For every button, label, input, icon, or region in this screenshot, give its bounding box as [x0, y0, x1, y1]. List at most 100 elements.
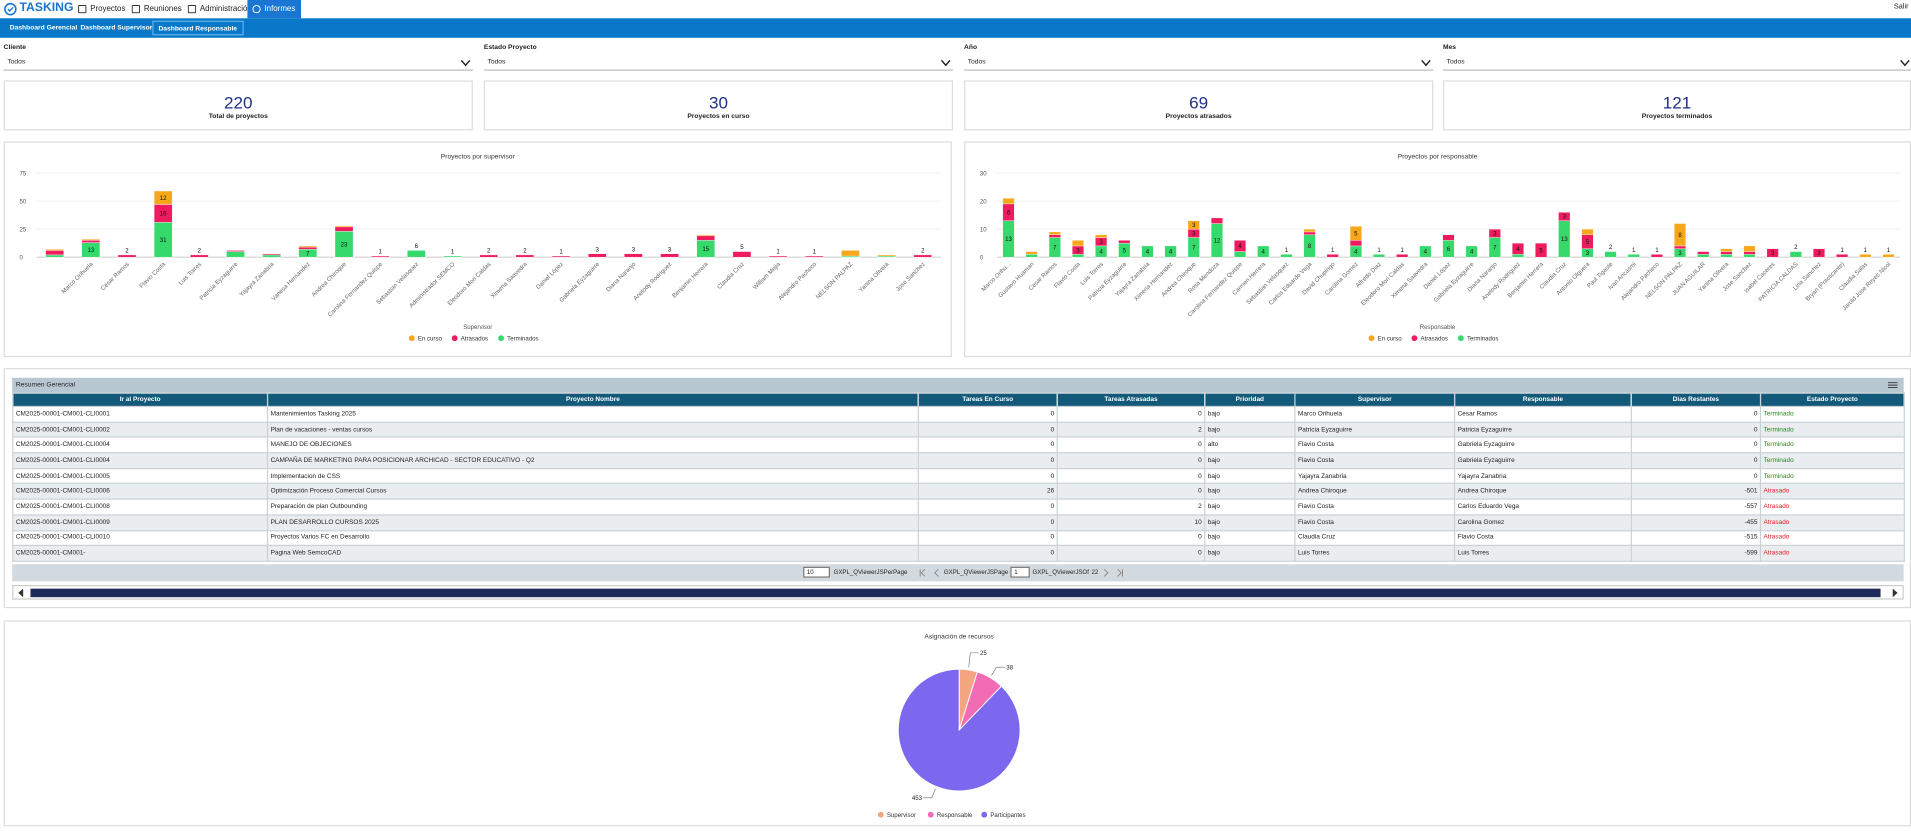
table-cell: 0: [917, 405, 1058, 423]
table-row[interactable]: CM2025-00001-CM001-CLI0010 Proyectos Vari…: [12, 529, 1905, 547]
data-label: 1: [1655, 247, 1659, 254]
bar-segment: [1419, 245, 1432, 258]
table-cell: 2: [1056, 421, 1206, 438]
filter-select[interactable]: Todos: [483, 55, 954, 71]
data-label: 2: [523, 247, 527, 254]
table-cell: 0: [1630, 405, 1762, 423]
y-tick-label: 30: [980, 171, 987, 178]
bar-segment: [1095, 234, 1108, 238]
last-page[interactable]: [1117, 568, 1124, 577]
bar-segment: [1072, 240, 1084, 247]
chart-title: Asignación de recursos: [924, 634, 994, 641]
legend-marker: [927, 811, 934, 818]
first-page[interactable]: [918, 568, 925, 577]
dashboard-tab[interactable]: Dashboard Supervisor: [80, 24, 153, 32]
scrollbar[interactable]: [12, 585, 1904, 600]
chevron: [1900, 59, 1910, 67]
data-label: 1: [379, 249, 383, 256]
table-row[interactable]: CM2025-00001-CM001-CLI0005 Implementacion…: [12, 467, 1905, 485]
table-cell: Terminado: [1759, 421, 1905, 438]
table-row[interactable]: CM2025-00001-CM001-CLI0009 PLAN DESARROLL…: [12, 514, 1905, 531]
menu-icon[interactable]: [1887, 381, 1898, 389]
filter-select[interactable]: Todos: [3, 55, 473, 71]
table-row[interactable]: CM2025-00001-CM001-CLI0001 Mantenimientos…: [12, 405, 1905, 423]
filter-select[interactable]: Todos: [1443, 55, 1911, 71]
menu-item[interactable]: Proyectos: [73, 0, 131, 18]
bar-segment: [1581, 228, 1594, 235]
bar-segment: [1187, 220, 1200, 230]
kpi-label: Proyectos en curso: [687, 113, 750, 121]
data-label: 3: [1678, 250, 1682, 257]
data-label: 5: [1354, 231, 1358, 238]
table-row[interactable]: CM2025-00001-CM001-CLI0006 Optimización P…: [12, 483, 1905, 500]
table-cell: Carolina Gomez: [1453, 514, 1632, 531]
table-cell: Terminado: [1759, 452, 1905, 469]
data-label: 15: [702, 246, 709, 253]
x-tick-label: William Mejia: [752, 260, 783, 291]
data-label: 5: [1123, 247, 1127, 254]
menu-item[interactable]: Reuniones: [127, 0, 188, 18]
data-label: 3: [1586, 250, 1590, 257]
column-header: Dias Restantes: [1630, 392, 1762, 408]
table-row[interactable]: CM2025-00001-CM001-CLI0008 Preparación de…: [12, 498, 1905, 516]
scroll-right[interactable]: [1892, 588, 1899, 598]
column-header: Ir al Proyecto: [12, 392, 269, 408]
data-label: 4: [1099, 249, 1103, 256]
chart-panel: Proyectos por supervisor 0 25 50 75 13 Marco O…: [3, 141, 952, 358]
menu-icon: [187, 4, 197, 14]
bar-segment: [732, 251, 752, 258]
table-cell: Carlos Eduardo Vega: [1453, 498, 1632, 516]
menu-item[interactable]: Informes: [247, 0, 302, 19]
bar-segment: [298, 246, 318, 250]
per-page-select[interactable]: 10: [803, 566, 830, 578]
bar-segment: [1396, 254, 1409, 258]
arrow-shape: [933, 568, 939, 577]
bar-segment: [1743, 251, 1756, 255]
dashboard-tab[interactable]: Dashboard Responsable: [152, 20, 244, 36]
kpi-card: 220 Total de proyectos: [3, 80, 473, 131]
bar-segment: [696, 235, 715, 241]
data-label: 4: [1424, 249, 1428, 256]
filter-select[interactable]: Todos: [964, 55, 1434, 71]
scroll-thumb[interactable]: [30, 588, 1881, 598]
icon-shape: [131, 4, 141, 14]
dashboard-tab[interactable]: Dashboard Gerencial: [9, 24, 78, 32]
kpi-card: 121 Proyectos terminados: [1443, 80, 1911, 131]
table-row[interactable]: CM2025-00001-CM001-CLI0002 Plan de vacaci…: [12, 421, 1905, 438]
table-cell: Implementacion de CSS: [266, 467, 919, 485]
data-label: 1: [776, 249, 780, 256]
table-cell: Yajayra Zanabria: [1453, 467, 1632, 485]
chart-title: Proyectos por supervisor: [441, 153, 516, 160]
next-page[interactable]: [1102, 568, 1109, 577]
filter-label: Año: [964, 43, 978, 52]
data-label: 3: [1563, 214, 1567, 221]
table-row[interactable]: CM2025-00001-CM001- Pagina Web SemcoCAD 0 0…: [12, 545, 1905, 562]
kpi-value: 30: [708, 92, 728, 113]
data-label: 2: [1794, 244, 1798, 251]
menu-item[interactable]: Administración: [183, 0, 258, 18]
y-tick-label: 25: [20, 227, 27, 234]
table-cell: Flavio Costa: [1294, 498, 1456, 516]
exit-link[interactable]: Salir: [1893, 3, 1909, 11]
table-cell: alto: [1204, 436, 1296, 454]
data-label: 1: [1864, 247, 1868, 254]
data-label: 13: [1005, 236, 1012, 243]
table-cell: 0: [1056, 545, 1206, 562]
x-tick-label: Sebastian Velasquez: [1245, 261, 1290, 306]
slice-label: 38: [1006, 664, 1013, 671]
table-cell: 0: [1056, 467, 1206, 485]
scroll-left[interactable]: [17, 588, 24, 598]
x-tick-label: Luis Torres: [177, 261, 203, 287]
bar-segment: [588, 253, 607, 258]
table-cell: CM2025-00001-CM001-: [12, 545, 269, 562]
table-row[interactable]: CM2025-00001-CM001-CLI0004 MANEJO DE OBJE…: [12, 436, 1905, 454]
data-label: 7: [1192, 245, 1196, 252]
table-cell: bajo: [1204, 529, 1296, 547]
page-input[interactable]: 1: [1010, 566, 1031, 578]
prev-page[interactable]: [933, 568, 940, 577]
arrow-shape: [1117, 568, 1124, 577]
y-tick-label: 0: [20, 255, 24, 262]
table-row[interactable]: CM2025-00001-CM001-CLI0004 CAMPAÑA DE MAR…: [12, 452, 1905, 469]
